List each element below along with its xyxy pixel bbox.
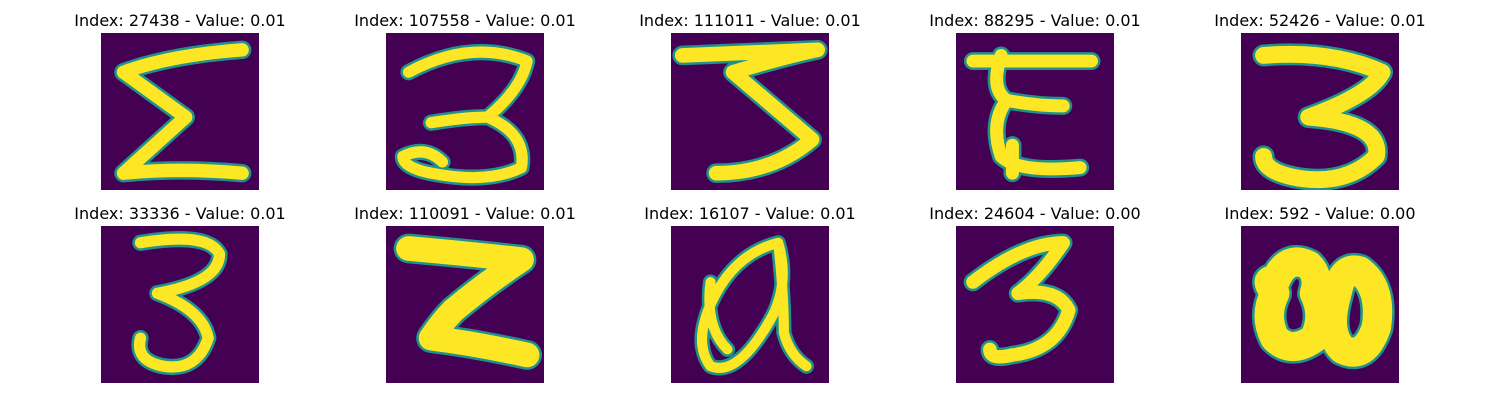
panel-title: Index: 24604 - Value: 0.00: [929, 204, 1141, 223]
panel-title: Index: 110091 - Value: 0.01: [354, 204, 576, 223]
glyph-image-three: [386, 33, 544, 190]
panel-9: Index: 592 - Value: 0.00: [1200, 204, 1440, 389]
glyph-image-eighty: [1241, 226, 1399, 383]
glyph-image-three: [1241, 33, 1399, 190]
panel-title: Index: 33336 - Value: 0.01: [74, 204, 286, 223]
glyph-image-three: [101, 226, 259, 383]
glyph-image-z: [386, 226, 544, 383]
glyph-stroke: [966, 48, 1098, 180]
glyph-stroke: [133, 233, 226, 373]
panel-7: Index: 16107 - Value: 0.01: [630, 204, 870, 389]
panel-6: Index: 110091 - Value: 0.01: [345, 204, 585, 389]
glyph-stroke: [1255, 45, 1391, 189]
glyph-image-a: [671, 226, 829, 383]
panel-5: Index: 33336 - Value: 0.01: [60, 204, 300, 389]
panel-title: Index: 88295 - Value: 0.01: [929, 11, 1141, 30]
glyph-stroke: [397, 46, 533, 184]
glyph-image-three: [956, 226, 1114, 383]
panel-0: Index: 27438 - Value: 0.01: [60, 11, 300, 196]
panel-title: Index: 16107 - Value: 0.01: [644, 204, 856, 223]
glyph-image-three: [671, 33, 829, 190]
panel-title: Index: 27438 - Value: 0.01: [74, 11, 286, 30]
glyph-stroke: [966, 236, 1076, 364]
glyph-image-sigma: [101, 33, 259, 190]
glyph-stroke: [396, 236, 540, 368]
panel-3: Index: 88295 - Value: 0.01: [915, 11, 1155, 196]
panel-title: Index: 107558 - Value: 0.01: [354, 11, 576, 30]
glyph-stroke: [674, 42, 826, 181]
panel-1: Index: 107558 - Value: 0.01: [345, 11, 585, 196]
glyph-stroke: [116, 43, 249, 180]
panel-title: Index: 111011 - Value: 0.01: [639, 11, 861, 30]
glyph-stroke: [697, 237, 812, 373]
panel-4: Index: 52426 - Value: 0.01: [1200, 11, 1440, 196]
panel-title: Index: 592 - Value: 0.00: [1224, 204, 1416, 223]
panel-8: Index: 24604 - Value: 0.00: [915, 204, 1155, 389]
panel-2: Index: 111011 - Value: 0.01: [630, 11, 870, 196]
glyph-image-e: [956, 33, 1114, 190]
glyph-stroke: [1254, 247, 1393, 367]
panel-title: Index: 52426 - Value: 0.01: [1214, 11, 1426, 30]
